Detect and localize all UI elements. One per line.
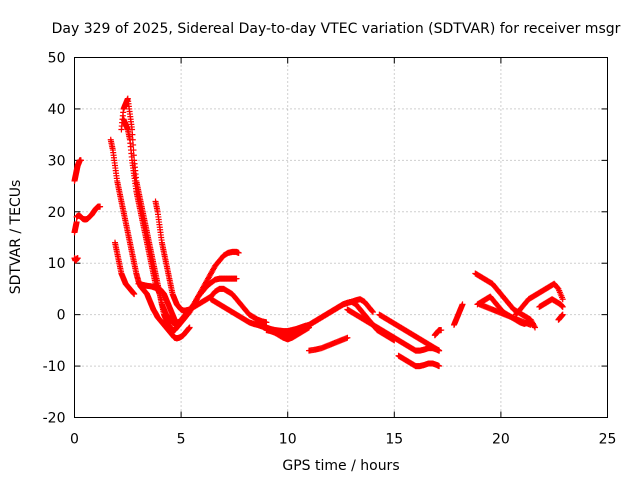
x-tick-label: 15 [385, 432, 403, 448]
data-point [263, 319, 270, 326]
y-tick-label: 30 [48, 153, 66, 169]
series-track-w [512, 280, 566, 318]
data-point [559, 296, 566, 303]
y-axis-label: SDTVAR / TECUs [8, 180, 24, 295]
series-track-m [254, 298, 398, 344]
series-track-r [431, 327, 445, 339]
data-point [97, 203, 104, 210]
series-track-y [555, 311, 566, 323]
data-point [344, 334, 351, 341]
data-point [436, 347, 443, 354]
axis-ticks [74, 57, 608, 418]
y-tick-label: 50 [48, 51, 66, 67]
chart-title: Day 329 of 2025, Sidereal Day-to-day VTE… [52, 21, 621, 37]
y-tick-label: 40 [48, 102, 66, 118]
data-point [233, 275, 240, 282]
grid-lines [74, 57, 608, 418]
series-track-n [306, 334, 351, 354]
x-tick-label: 10 [279, 432, 297, 448]
data-point [532, 324, 539, 331]
x-tick-label: 20 [492, 432, 510, 448]
x-tick-labels: 0 5 10 15 20 25 [70, 432, 616, 448]
y-tick-label: -20 [43, 411, 66, 427]
data-point [73, 219, 80, 226]
data-point [131, 291, 138, 298]
data-point [559, 311, 566, 318]
series-track-j [152, 198, 270, 326]
data-point [438, 327, 445, 334]
x-tick-label: 0 [70, 432, 79, 448]
data-point [527, 321, 534, 328]
y-tick-label: 0 [57, 308, 66, 324]
series-track-h [112, 239, 138, 298]
data-point [235, 249, 242, 256]
y-tick-label: 20 [48, 205, 66, 221]
data-point [459, 301, 466, 308]
data-point [559, 303, 566, 310]
series-track-t [472, 270, 539, 331]
series-track-a [71, 157, 84, 184]
series-track-d [73, 203, 104, 223]
y-tick-label: 10 [48, 256, 66, 272]
data-marks [71, 95, 566, 370]
series-track-x [536, 296, 566, 310]
series-track-v [476, 301, 534, 328]
series-track-c [71, 255, 81, 264]
series-track-s [450, 301, 466, 328]
data-point [186, 324, 193, 331]
x-tick-label: 25 [599, 432, 617, 448]
data-point [369, 309, 376, 316]
series-track-q [395, 352, 443, 370]
series-track-b [71, 219, 80, 236]
y-tick-label: -10 [43, 359, 66, 375]
data-point [77, 157, 84, 164]
x-tick-label: 5 [177, 432, 186, 448]
data-point [74, 255, 81, 262]
data-point [436, 363, 443, 370]
y-tick-labels: -20 -10 0 10 20 30 40 50 [43, 51, 66, 427]
x-axis-label: GPS time / hours [282, 458, 399, 474]
series-track-p [376, 311, 443, 354]
data-point [369, 308, 376, 315]
plot-frame [74, 57, 608, 418]
